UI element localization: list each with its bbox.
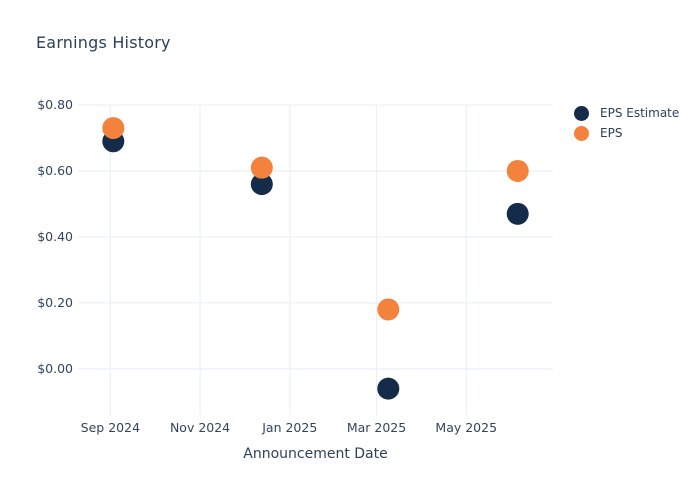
legend-item-eps[interactable]: EPS [574, 123, 679, 143]
y-tick-label: $0.40 [37, 229, 73, 244]
data-point-eps[interactable] [506, 159, 529, 182]
y-tick-label: $0.60 [37, 163, 73, 178]
legend-label-eps-estimate: EPS Estimate [600, 106, 680, 120]
x-axis-title: Announcement Date [243, 446, 388, 462]
data-point-eps-estimate[interactable] [377, 377, 400, 400]
chart-title: Earnings History [36, 33, 171, 52]
data-point-eps[interactable] [250, 156, 273, 179]
data-point-eps[interactable] [377, 298, 400, 321]
y-tick-label: $0.80 [37, 97, 73, 112]
chart-legend: EPS Estimate EPS [574, 103, 679, 143]
x-tick-label: Mar 2025 [347, 420, 406, 435]
y-tick-label: $0.00 [37, 361, 73, 376]
x-tick-label: Jan 2025 [261, 420, 317, 435]
data-point-eps[interactable] [102, 117, 125, 140]
legend-label-eps: EPS [600, 126, 623, 140]
y-tick-label: $0.20 [37, 295, 73, 310]
x-tick-label: Sep 2024 [81, 420, 140, 435]
data-point-eps-estimate[interactable] [506, 202, 529, 225]
legend-item-eps-estimate[interactable]: EPS Estimate [574, 103, 679, 123]
legend-marker-eps-icon [574, 125, 589, 141]
x-tick-label: Nov 2024 [170, 420, 230, 435]
x-tick-label: May 2025 [435, 420, 497, 435]
legend-marker-eps-estimate-icon [574, 105, 589, 121]
data-point-eps-estimate[interactable] [250, 173, 273, 196]
